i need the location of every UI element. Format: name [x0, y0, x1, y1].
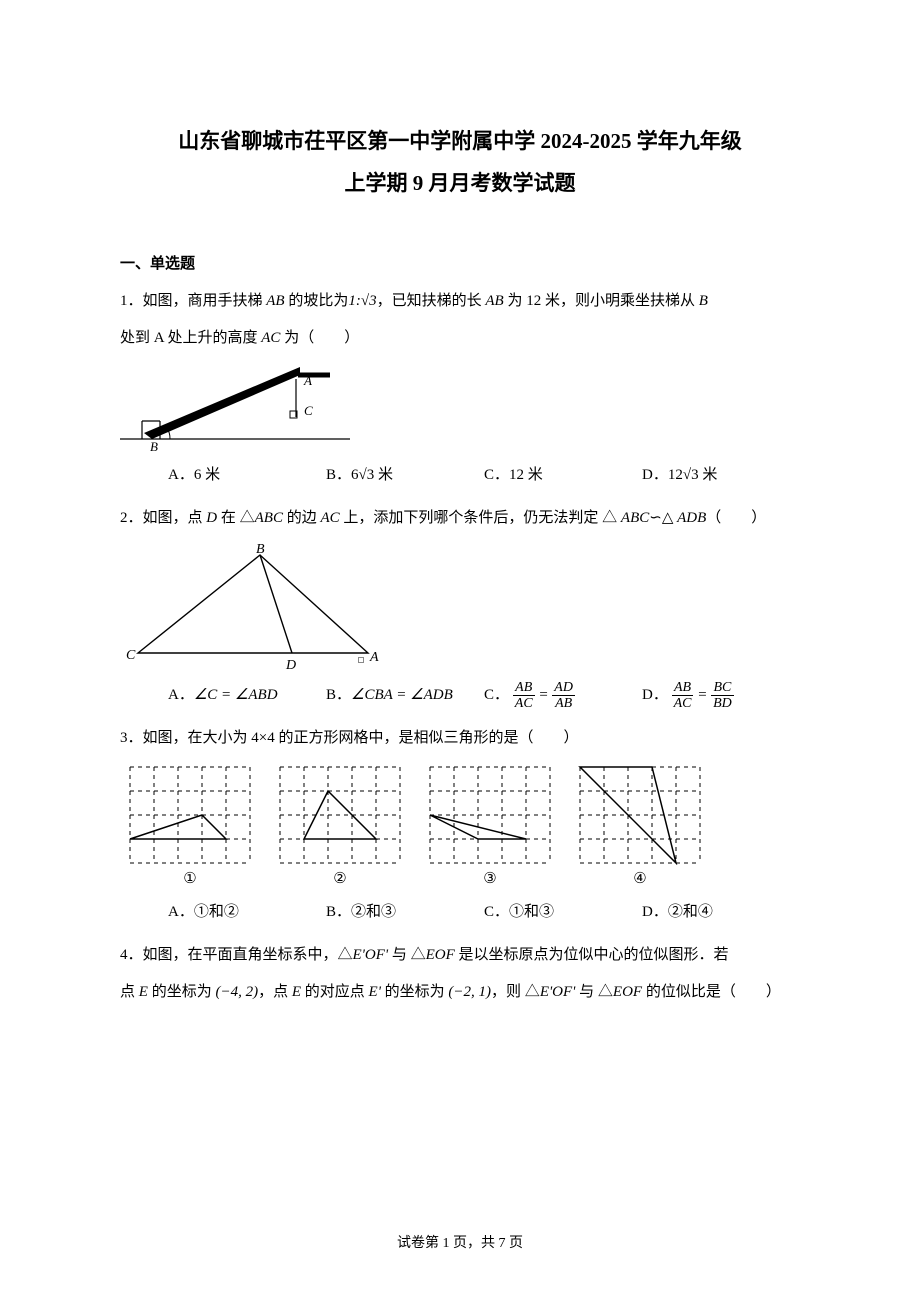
q4-eof1: E'OF' [353, 947, 389, 963]
q4-l2f: ，则 △ [491, 984, 540, 1000]
q2-opt-a: A．∠C = ∠ABD [168, 679, 326, 712]
q1-opt-b: B．6√3 米 [326, 459, 484, 492]
question-2: 2．如图，点 D 在 △ABC 的边 AC 上，添加下列哪个条件后，仍无法判定 … [120, 502, 800, 535]
q4-eof2: EOF [426, 947, 455, 963]
q3-label-3: ③ [428, 869, 552, 888]
q1-ab2: AB [485, 293, 503, 309]
q3-fig-3 [428, 765, 552, 865]
q1-opt-c: C．12 米 [484, 459, 642, 492]
q1-opt-d: D．12√3 米 [642, 459, 800, 492]
section-heading: 一、单选题 [120, 252, 800, 273]
q1-ac: AC [261, 330, 280, 346]
q1-figure: A C B [120, 361, 800, 451]
q4-l2a: 点 [120, 984, 139, 1000]
page-footer: 试卷第 1 页，共 7 页 [0, 1232, 920, 1252]
q2-text-c: 的边 [283, 510, 321, 526]
q1-options: A．6 米 B．6√3 米 C．12 米 D．12√3 米 [120, 459, 800, 492]
q4-l2b: 的坐标为 [148, 984, 216, 1000]
q4-l2h: 的位似比是（ ） [642, 984, 781, 1000]
svg-text:A: A [303, 373, 312, 388]
q2-abc2: ABC [621, 510, 649, 526]
q3-opt-a: A．①和② [168, 896, 326, 929]
q2-d: D [206, 510, 217, 526]
svg-text:B: B [256, 542, 265, 557]
title-line-1: 山东省聊城市茌平区第一中学附属中学 2024-2025 学年九年级 [120, 120, 800, 162]
q3-figures [128, 765, 800, 865]
q1-ratio: 1:√3 [348, 293, 376, 309]
q2-opt-c: C． ABAC = ADAB [484, 679, 642, 712]
q2-figure: B C A D [120, 541, 800, 671]
q4-l2g: 与 △ [575, 984, 613, 1000]
q1-line2-b: 为（ ） [280, 330, 359, 346]
q4-eof1b: E'OF' [540, 984, 576, 1000]
q4-ep: E' [369, 984, 381, 1000]
q3-fig-4 [578, 765, 702, 865]
q3-opt-c: C．①和③ [484, 896, 642, 929]
q1-ab: AB [266, 293, 284, 309]
q2-text-b: 在 △ [217, 510, 255, 526]
q4-e2: E [292, 984, 301, 1000]
title-line-2: 上学期 9 月月考数学试题 [120, 162, 800, 204]
q2-text-e: ∽△ [649, 510, 677, 526]
q2-ac: AC [320, 510, 339, 526]
q3-label-4: ④ [578, 869, 702, 888]
q4-e: E [139, 984, 148, 1000]
q2-text-a: 2．如图，点 [120, 510, 206, 526]
q3-fig-2 [278, 765, 402, 865]
q4-text-c: 是以坐标原点为位似中心的位似图形．若 [455, 947, 729, 963]
q4-l2e: 的坐标为 [381, 984, 449, 1000]
q3-fig-1 [128, 765, 252, 865]
question-1: 1．如图，商用手扶梯 AB 的坡比为1:√3，已知扶梯的长 AB 为 12 米，… [120, 285, 800, 355]
q3-options: A．①和② B．②和③ C．①和③ D．②和④ [120, 896, 800, 929]
svg-text:C: C [126, 648, 136, 663]
q1-text-a: 1．如图，商用手扶梯 [120, 293, 266, 309]
svg-text:D: D [285, 658, 296, 671]
svg-text:A: A [369, 650, 379, 665]
q2-text-d: 上，添加下列哪个条件后，仍无法判定 △ [340, 510, 621, 526]
q2-opt-d: D． ABAC = BCBD [642, 679, 800, 712]
q2-options: A．∠C = ∠ABD B．∠CBA = ∠ADB C． ABAC = ADAB… [120, 679, 800, 712]
q3-labels: ① ② ③ ④ [128, 869, 800, 888]
q2-abc: ABC [255, 510, 283, 526]
q4-text-a: 4．如图，在平面直角坐标系中，△ [120, 947, 353, 963]
q2-opt-b: B．∠CBA = ∠ADB [326, 679, 484, 712]
q2-tail: （ ） [706, 510, 766, 526]
q4-coord1: (−4, 2) [215, 984, 258, 1000]
q3-label-1: ① [128, 869, 252, 888]
svg-text:B: B [150, 439, 158, 451]
svg-text:C: C [304, 403, 313, 418]
q2-adb: ADB [677, 510, 706, 526]
q4-l2c: ，点 [258, 984, 292, 1000]
q4-eof2b: EOF [613, 984, 642, 1000]
q4-l2d: 的对应点 [301, 984, 369, 1000]
q1-text-d: 为 12 米，则小明乘坐扶梯从 [504, 293, 699, 309]
q4-text-b: 与 △ [388, 947, 426, 963]
q4-coord2: (−2, 1) [448, 984, 491, 1000]
q1-line2-a: 处到 A 处上升的高度 [120, 330, 261, 346]
question-3: 3．如图，在大小为 4×4 的正方形网格中，是相似三角形的是（ ） [120, 722, 800, 755]
q3-opt-d: D．②和④ [642, 896, 800, 929]
q1-text-c: ，已知扶梯的长 [377, 293, 486, 309]
q3-label-2: ② [278, 869, 402, 888]
q1-text-b: 的坡比为 [285, 293, 349, 309]
q3-opt-b: B．②和③ [326, 896, 484, 929]
q3-text: 3．如图，在大小为 4×4 的正方形网格中，是相似三角形的是（ ） [120, 722, 800, 755]
q1-b: B [699, 293, 708, 309]
question-4: 4．如图，在平面直角坐标系中，△E'OF' 与 △EOF 是以坐标原点为位似中心… [120, 939, 800, 1009]
stray-marker [358, 657, 364, 663]
q1-opt-a: A．6 米 [168, 459, 326, 492]
